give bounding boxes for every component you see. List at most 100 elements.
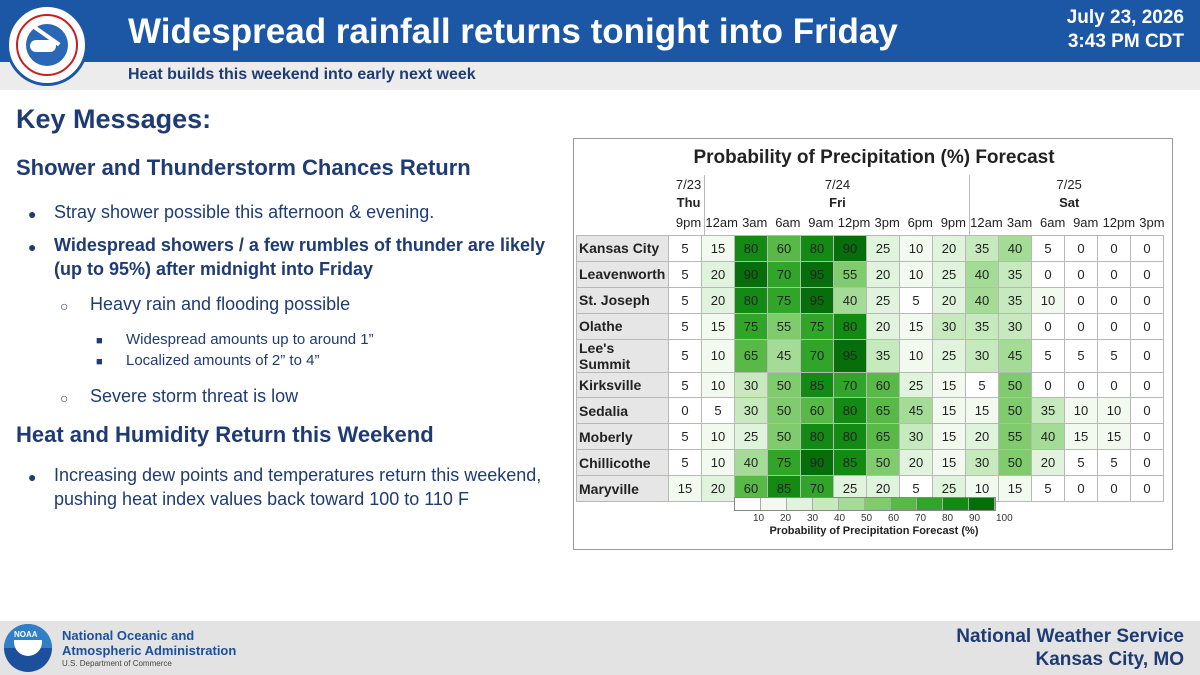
pop-cell: 70	[767, 260, 801, 288]
pop-cell: 20	[1031, 449, 1065, 477]
pop-cell: 45	[998, 338, 1032, 373]
city-label: Leavenworth	[576, 260, 669, 288]
pop-cell: 60	[866, 371, 900, 399]
pop-cell: 25	[866, 286, 900, 314]
pop-cell: 85	[833, 449, 867, 477]
table-row: Kansas City 5 15 80 60 80 90 25 10 20 35 40 5 0 0 0	[576, 235, 1164, 262]
pop-cell: 25	[866, 235, 900, 262]
pop-cell: 0	[1064, 475, 1098, 503]
pop-cell: 75	[767, 286, 801, 314]
pop-cell: 45	[767, 338, 801, 373]
chart-day-label: Thu	[676, 195, 701, 210]
colorbar-tick-label: 90	[969, 513, 981, 524]
pop-cell: 50	[998, 371, 1032, 399]
colorbar-tick-label: 50	[861, 513, 873, 524]
pop-cell: 80	[833, 397, 867, 425]
bullet-heavy-rain: ○ Heavy rain and flooding possible	[60, 294, 351, 314]
pop-cell: 15	[932, 397, 966, 425]
pop-cell: 10	[1031, 286, 1065, 314]
pop-cell: 40	[965, 286, 999, 314]
chart-time-label: 3pm	[1139, 215, 1165, 230]
chart-time-label: 12pm	[1102, 215, 1136, 230]
nws-logo-icon	[6, 4, 88, 86]
chart-day-label: Fri	[829, 195, 846, 210]
header-banner	[0, 0, 1200, 62]
chart-time-label: 12pm	[837, 215, 871, 230]
pop-cell: 90	[734, 260, 768, 288]
pop-cell: 0	[1130, 286, 1164, 314]
pop-cell: 0	[1130, 338, 1164, 373]
pop-cell: 5	[668, 235, 702, 262]
pop-cell: 5	[1031, 475, 1065, 503]
bullet-heat-index: ● Increasing dew points and temperatures…	[28, 465, 542, 509]
chart-time-label: 6pm	[907, 215, 933, 230]
colorbar-swatch	[761, 498, 787, 510]
page-subtitle: Heat builds this weekend into early next…	[128, 66, 476, 83]
pop-cell: 65	[866, 397, 900, 425]
pop-cell: 50	[767, 423, 801, 451]
pop-cell: 5	[1064, 338, 1098, 373]
colorbar-swatch	[917, 498, 943, 510]
colorbar-swatch	[839, 498, 865, 510]
pop-cell: 5	[668, 312, 702, 340]
pop-cell: 5	[1064, 449, 1098, 477]
city-label: St. Joseph	[576, 286, 669, 314]
pop-cell: 0	[1064, 235, 1098, 262]
pop-cell: 25	[932, 338, 966, 373]
chart-time-label: 3am	[742, 215, 768, 230]
pop-cell: 5	[668, 371, 702, 399]
issue-date: July 23, 2026	[1066, 7, 1184, 28]
pop-cell: 15	[932, 449, 966, 477]
table-row: Kirksville 5 10 30 50 85 70 60 25 15 5 50 0 0 0 0	[576, 371, 1164, 399]
chart-day-label: Sat	[1059, 195, 1080, 210]
pop-cell: 5	[899, 286, 933, 314]
pop-cell: 10	[899, 260, 933, 288]
pop-cell: 15	[1064, 423, 1098, 451]
pop-cell: 0	[1130, 423, 1164, 451]
noaa-name: National Oceanic and Atmospheric Adminis…	[62, 628, 236, 658]
pop-cell: 0	[1130, 371, 1164, 399]
pop-cell: 40	[734, 449, 768, 477]
pop-cell: 50	[998, 397, 1032, 425]
chart-date-label: 7/24	[824, 177, 851, 192]
pop-cell: 0	[1031, 312, 1065, 340]
colorbar-tick-label: 70	[915, 513, 927, 524]
city-label: Kansas City	[576, 235, 669, 262]
pop-cell: 30	[734, 371, 768, 399]
chart-time-label: 6am	[1039, 215, 1066, 230]
pop-cell: 20	[965, 423, 999, 451]
chart-date-label: 7/25	[1056, 177, 1082, 192]
pop-cell: 30	[734, 397, 768, 425]
pop-cell: 35	[998, 286, 1032, 314]
pop-cell: 50	[866, 449, 900, 477]
bullet-severe-low: ○ Severe storm threat is low	[60, 386, 299, 406]
table-row: Moberly 5 10 25 50 80 80 65 30 15 20 55 40 15 15 0	[576, 423, 1164, 451]
chart-time-label: 3am	[1006, 215, 1033, 230]
chart-time-label: 12am	[705, 215, 738, 230]
pop-forecast-panel: Probability of Precipitation (%) Forecas…	[573, 138, 1173, 550]
pop-cell: 25	[734, 423, 768, 451]
pop-cell: 5	[668, 449, 702, 477]
pop-cell: 20	[899, 449, 933, 477]
pop-cell: 35	[866, 338, 900, 373]
pop-cell: 80	[833, 312, 867, 340]
issue-datetime: July 23, 2026 3:43 PM CDT	[1067, 6, 1184, 54]
colorbar-swatch	[865, 498, 891, 510]
pop-cell: 10	[1097, 397, 1131, 425]
issue-time: 3:43 PM CDT	[1067, 31, 1184, 52]
pop-cell: 10	[701, 449, 735, 477]
pop-cell: 20	[932, 235, 966, 262]
pop-cell: 85	[800, 371, 834, 399]
pop-cell: 80	[800, 423, 834, 451]
pop-cell: 5	[965, 371, 999, 399]
colorbar-tick-label: 20	[780, 513, 792, 524]
bullet-amounts-1: ■ Widespread amounts up to around 1”	[96, 331, 374, 348]
pop-cell: 10	[701, 423, 735, 451]
pop-cell: 40	[833, 286, 867, 314]
pop-cell: 15	[932, 371, 966, 399]
pop-cell: 0	[1130, 260, 1164, 288]
colorbar-swatch	[813, 498, 839, 510]
pop-cell: 0	[1097, 475, 1131, 503]
pop-cell: 5	[701, 397, 735, 425]
colorbar	[734, 497, 996, 511]
